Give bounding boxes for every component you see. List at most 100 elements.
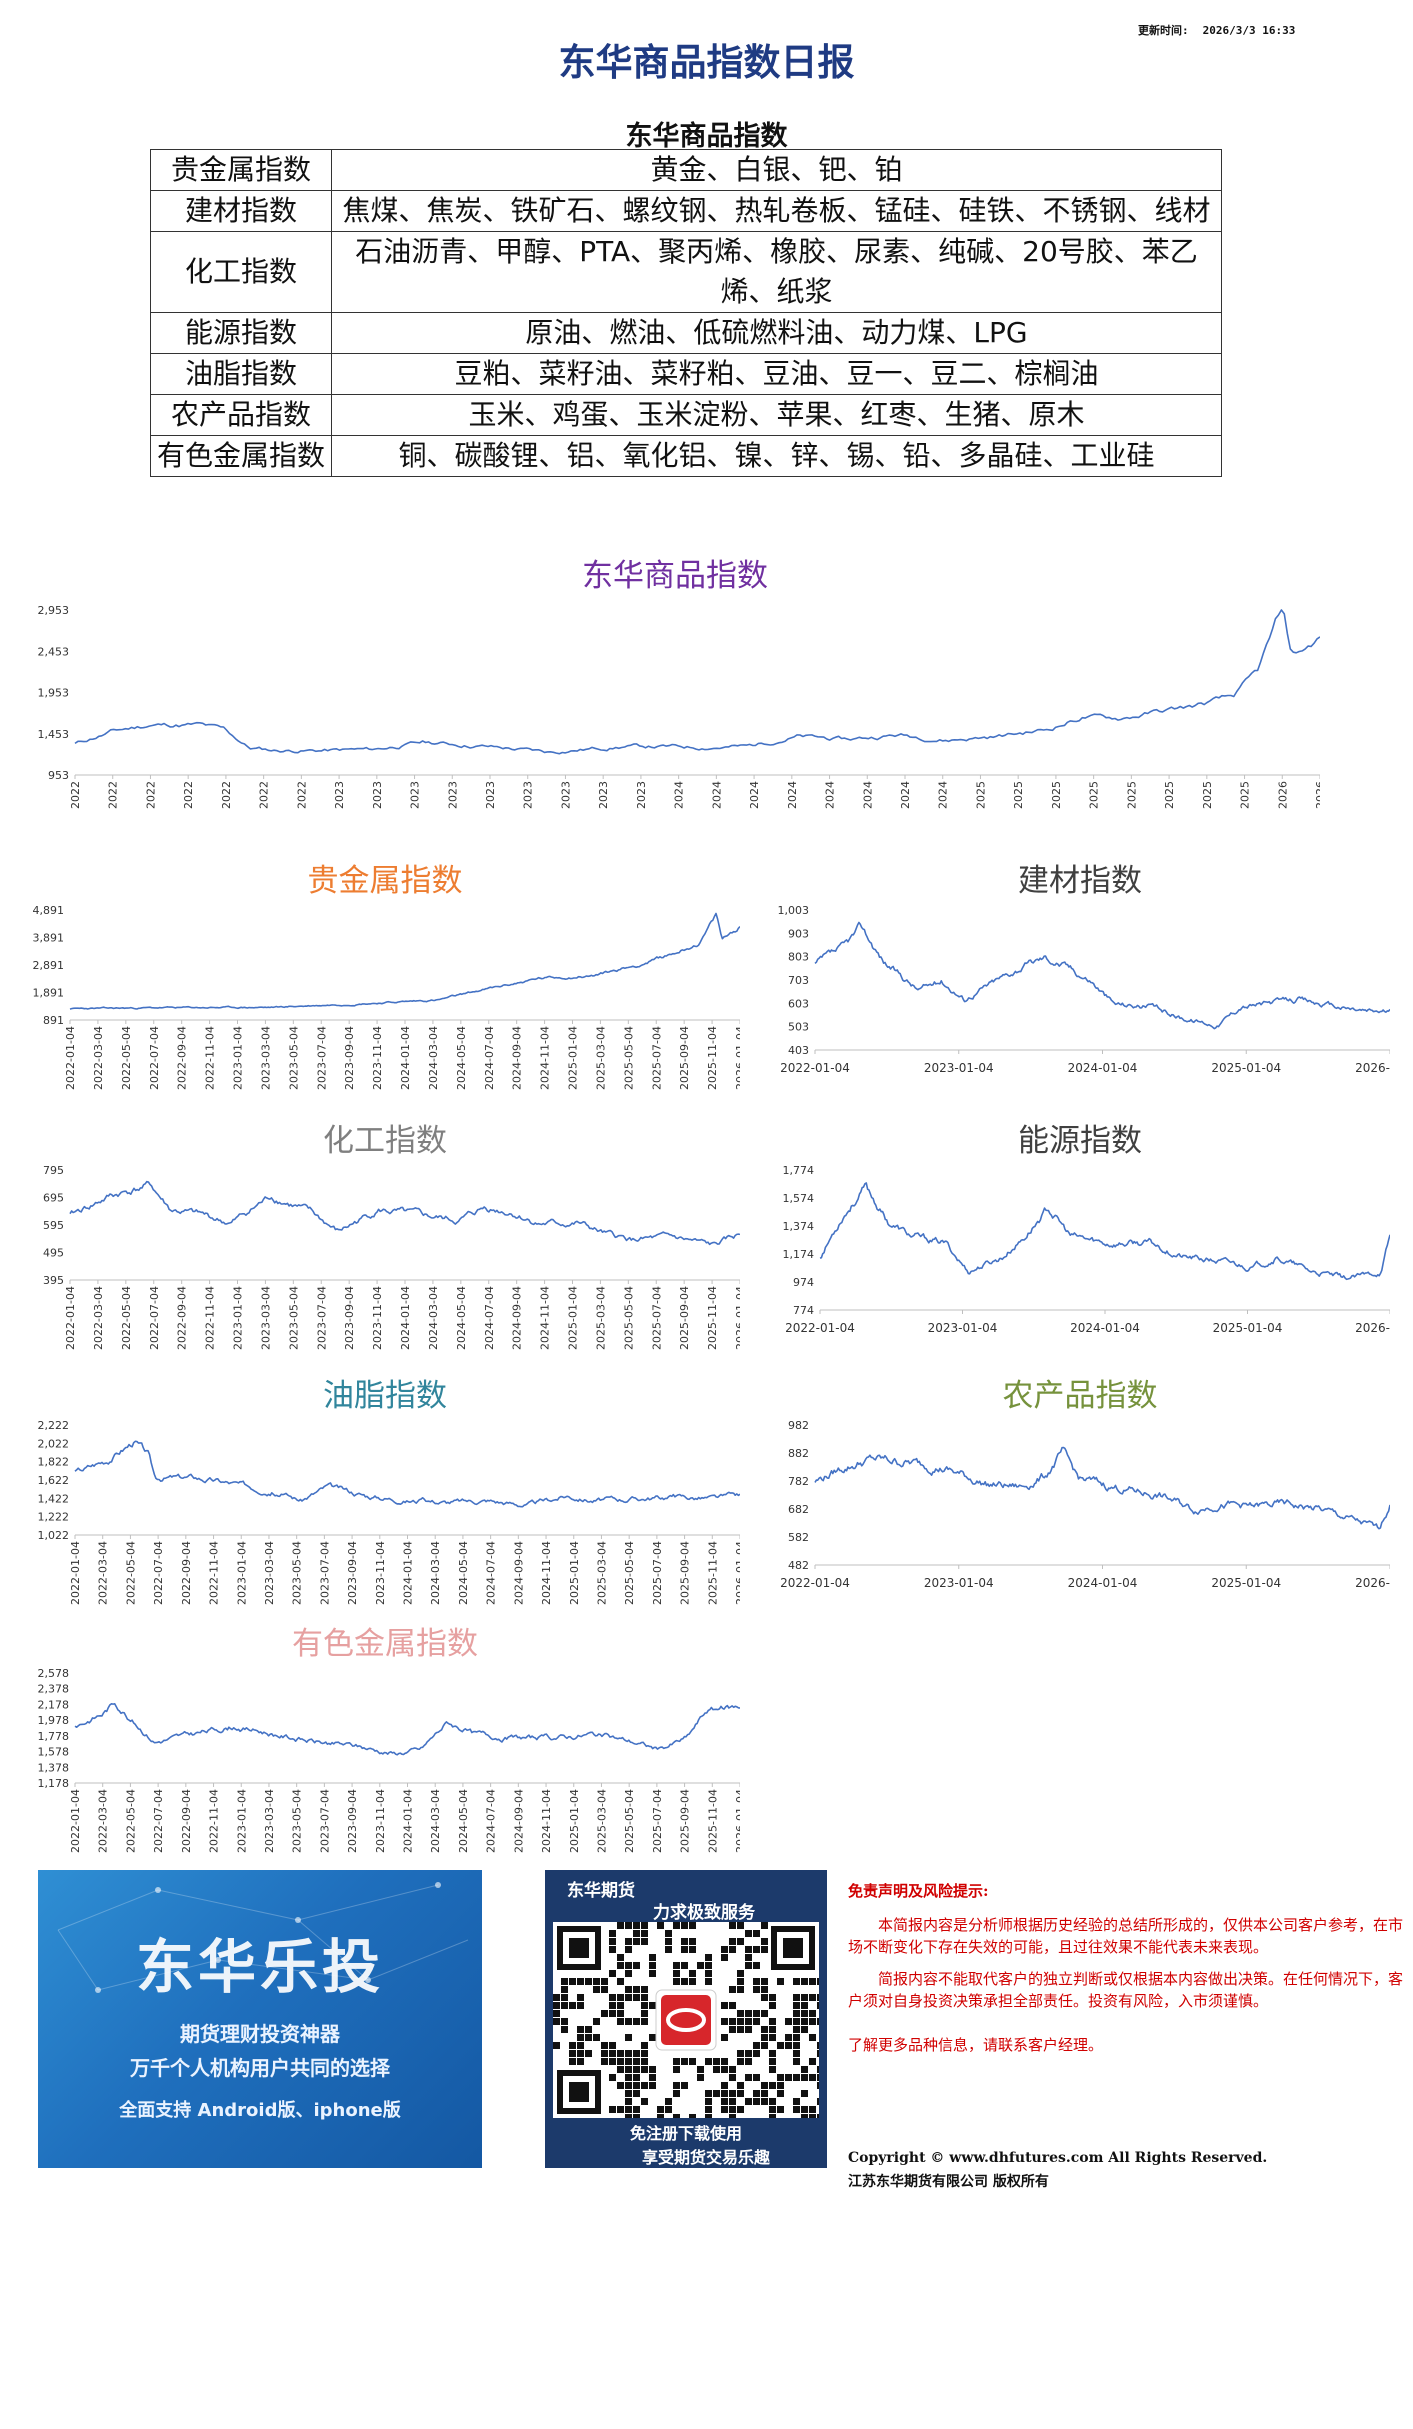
- x-tick-label: 2025: [1050, 781, 1063, 809]
- y-tick-label: 1,453: [38, 728, 70, 741]
- y-tick-label: 903: [788, 927, 809, 940]
- y-tick-label: 1,578: [38, 1746, 70, 1759]
- x-tick-label: 2026: [1276, 781, 1289, 809]
- x-tick-label: 2023: [333, 781, 346, 809]
- table-row: 化工指数 石油沥青、甲醇、PTA、聚丙烯、橡胶、尿素、纯碱、20号胶、苯乙烯、纸浆: [150, 231, 1222, 313]
- index-name: 化工指数: [150, 231, 332, 313]
- x-tick-label: 2022-09-04: [180, 1789, 193, 1853]
- chart-oils: 2,2222,0221,8221,6221,4221,2221,0222022-…: [38, 1419, 748, 1605]
- x-tick-label: 2025-03-04: [595, 1541, 608, 1605]
- chart-title: 贵金属指数: [307, 863, 463, 899]
- x-tick-label: 2024-01-04: [402, 1789, 415, 1853]
- x-tick-label: 2022-11-04: [208, 1789, 221, 1853]
- y-tick-label: 1,574: [783, 1192, 815, 1205]
- x-tick-label: 2022: [144, 781, 157, 809]
- chart-panel-building: 建材指数 1,003 903 803 703 603 503 403 2022-01-04 20…: [770, 855, 1413, 1085]
- x-tick-label: 2023-05-04: [287, 1286, 300, 1350]
- qr-slogan: 力求极致服务: [653, 1903, 755, 1923]
- x-tick-label: 2025-01-04: [568, 1541, 581, 1605]
- x-tick-label: 2022: [258, 781, 271, 809]
- x-tick-label: 2023-03-04: [259, 1286, 272, 1350]
- y-tick-label: 495: [43, 1247, 64, 1260]
- x-tick-label: 2023-03-04: [259, 1026, 272, 1090]
- series-line: [69, 1180, 741, 1246]
- y-tick-label: 1,774: [783, 1164, 815, 1177]
- series-line: [69, 912, 741, 1010]
- ad-line2: 万千个人机构用户共同的选择: [130, 2056, 390, 2080]
- qr-company: 东华期货: [567, 1881, 635, 1901]
- x-tick-label: 2022-01-04: [785, 1321, 855, 1335]
- app-ad-banner[interactable]: 东华乐投 期货理财投资神器 万千个人机构用户共同的选择 全面支持 Android…: [38, 1870, 482, 2168]
- y-tick-label: 782: [788, 1475, 809, 1488]
- x-tick-label: 2024-11-04: [540, 1789, 553, 1853]
- ad-line3: 全面支持 Android版、iphone版: [119, 2100, 401, 2121]
- x-tick-label: 2022-03-04: [97, 1789, 110, 1853]
- table-row: 农产品指数 玉米、鸡蛋、玉米淀粉、苹果、红枣、生猪、原木: [150, 394, 1222, 436]
- y-tick-label: 3,891: [33, 932, 65, 945]
- x-tick-label: 2023: [446, 781, 459, 809]
- x-tick-label: 2024: [748, 781, 761, 809]
- x-tick-label: 2025-05-04: [623, 1789, 636, 1853]
- x-tick-label: 2024-09-04: [512, 1789, 525, 1853]
- x-tick-label: 2024-01-04: [1068, 1576, 1138, 1590]
- x-tick-label: 2024-09-04: [511, 1026, 524, 1090]
- update-value: 2026/3/3 16:33: [1202, 24, 1296, 37]
- x-tick-label: 2025-03-04: [594, 1026, 607, 1090]
- x-tick-label: 2024-07-04: [485, 1541, 498, 1605]
- company-text: 江苏东华期货有限公司 版权所有: [848, 2174, 1049, 2190]
- table-title: 东华商品指数: [625, 121, 788, 152]
- x-tick-label: 2023-05-04: [287, 1026, 300, 1090]
- x-tick-label: 2024-07-04: [485, 1789, 498, 1853]
- x-tick-label: 2026-01-04: [734, 1026, 740, 1090]
- y-tick-label: 682: [788, 1503, 809, 1516]
- x-tick-label: 2023-01-04: [232, 1286, 245, 1350]
- x-tick-label: 2025-11-04: [706, 1286, 719, 1350]
- x-tick-label: 2022: [220, 781, 233, 809]
- x-tick-label: 2024-11-04: [539, 1026, 552, 1090]
- chart-title: 能源指数: [1018, 1123, 1142, 1159]
- network-graphic: [57, 1882, 469, 1993]
- x-tick-label: 2022-01-04: [780, 1576, 850, 1590]
- x-tick-label: 2024-09-04: [511, 1286, 524, 1350]
- ad-brand: 东华乐投: [135, 1933, 384, 2001]
- x-tick-label: 2024-03-04: [429, 1789, 442, 1853]
- x-tick-label: 2024-03-04: [427, 1286, 440, 1350]
- y-tick-label: 1,022: [38, 1529, 70, 1542]
- x-tick-label: 2023: [484, 781, 497, 809]
- y-tick-label: 703: [788, 974, 809, 987]
- index-name: 农产品指数: [150, 394, 332, 436]
- x-tick-label: 2024-09-04: [512, 1541, 525, 1605]
- y-tick-label: 1,891: [33, 987, 65, 1000]
- series-line: [814, 921, 1391, 1030]
- chart-title: 有色金属指数: [292, 1626, 478, 1662]
- chart-title: 油脂指数: [323, 1378, 447, 1414]
- series-line: [74, 609, 1321, 755]
- y-tick-label: 774: [793, 1304, 814, 1317]
- x-tick-label: 2025-09-04: [679, 1789, 692, 1853]
- x-tick-label: 2024: [861, 781, 874, 809]
- x-tick-label: 2025-01-04: [567, 1026, 580, 1090]
- x-tick-label: 2023: [522, 781, 535, 809]
- chart-panel-energy: 能源指数 1,774 1,574 1,374 1,174 974 774 2022-01-0…: [770, 1115, 1413, 1345]
- x-tick-label: 2025-07-04: [650, 1026, 663, 1090]
- x-tick-label: 2024-07-04: [483, 1286, 496, 1350]
- x-tick-label: 2023-07-04: [318, 1541, 331, 1605]
- update-time: 更新时间: 2026/3/3 16:33: [1138, 22, 1295, 38]
- x-tick-label: 2025-03-04: [595, 1789, 608, 1853]
- chart-panel-nonferrous: 有色金属指数 2,578 2,378 2,178 1,978 1,778 1,578 1,3…: [30, 1618, 748, 1853]
- table-row: 贵金属指数 黄金、白银、钯、铂: [150, 149, 1222, 191]
- index-name: 有色金属指数: [150, 435, 332, 477]
- chart-energy: 1,774 1,574 1,374 1,174 974 774 2022-01-04 2023…: [783, 1164, 1413, 1335]
- y-tick-label: 882: [788, 1447, 809, 1460]
- x-tick-label: 2022: [107, 781, 120, 809]
- qr-download-box[interactable]: 东华期货 力求极致服务 免注册下载使用 享受期货交易乐趣: [545, 1870, 827, 2168]
- x-tick-label: 2023-07-04: [315, 1026, 328, 1090]
- x-tick-label: 2025-07-04: [651, 1541, 664, 1605]
- y-tick-label: 2,378: [38, 1683, 70, 1696]
- chart-building: 1,003 903 803 703 603 503 403 2022-01-04 2023-01…: [778, 904, 1413, 1075]
- x-tick-label: 2025-09-04: [679, 1541, 692, 1605]
- x-tick-label: 2025: [1012, 781, 1025, 809]
- x-tick-label: 2022-09-04: [180, 1541, 193, 1605]
- x-tick-label: 2024-01-04: [402, 1541, 415, 1605]
